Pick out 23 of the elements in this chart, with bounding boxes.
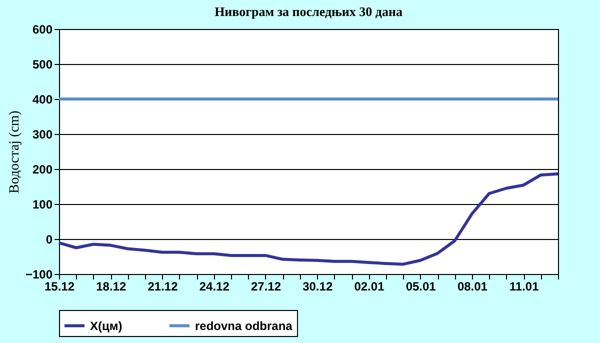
legend-label: redovna odbrana: [195, 318, 293, 333]
y-tick-label: 0: [46, 232, 53, 246]
y-tick-label: 300: [32, 128, 53, 142]
x-tick-label: 15.12: [44, 280, 75, 294]
y-tick-label: 200: [32, 162, 53, 176]
x-tick-label: 11.01: [509, 280, 540, 294]
line-series: [58, 172, 560, 266]
x-tick-label: 24.12: [199, 280, 230, 294]
legend-label: X(цм): [90, 318, 122, 333]
y-tick-label: 100: [32, 198, 53, 212]
chart-title: Нивограм за последњих 30 дана: [214, 4, 403, 19]
x-tick-label: 18.12: [96, 280, 126, 294]
x-tick-label: 02.01: [354, 280, 385, 294]
y-tick-label: −100: [25, 268, 53, 282]
y-tick-label: 600: [32, 22, 53, 36]
y-tick-label: 500: [32, 58, 53, 72]
x-tick-label: 08.01: [457, 280, 488, 294]
x-tick-label: 27.12: [250, 280, 282, 294]
y-axis-title: Водостај (cm): [7, 110, 22, 194]
x-tick-label: 05.01: [406, 280, 436, 294]
x-tick-label: 21.12: [148, 280, 178, 294]
y-tick-label: 400: [32, 92, 53, 106]
x-tick-label: 30.12: [302, 280, 333, 294]
